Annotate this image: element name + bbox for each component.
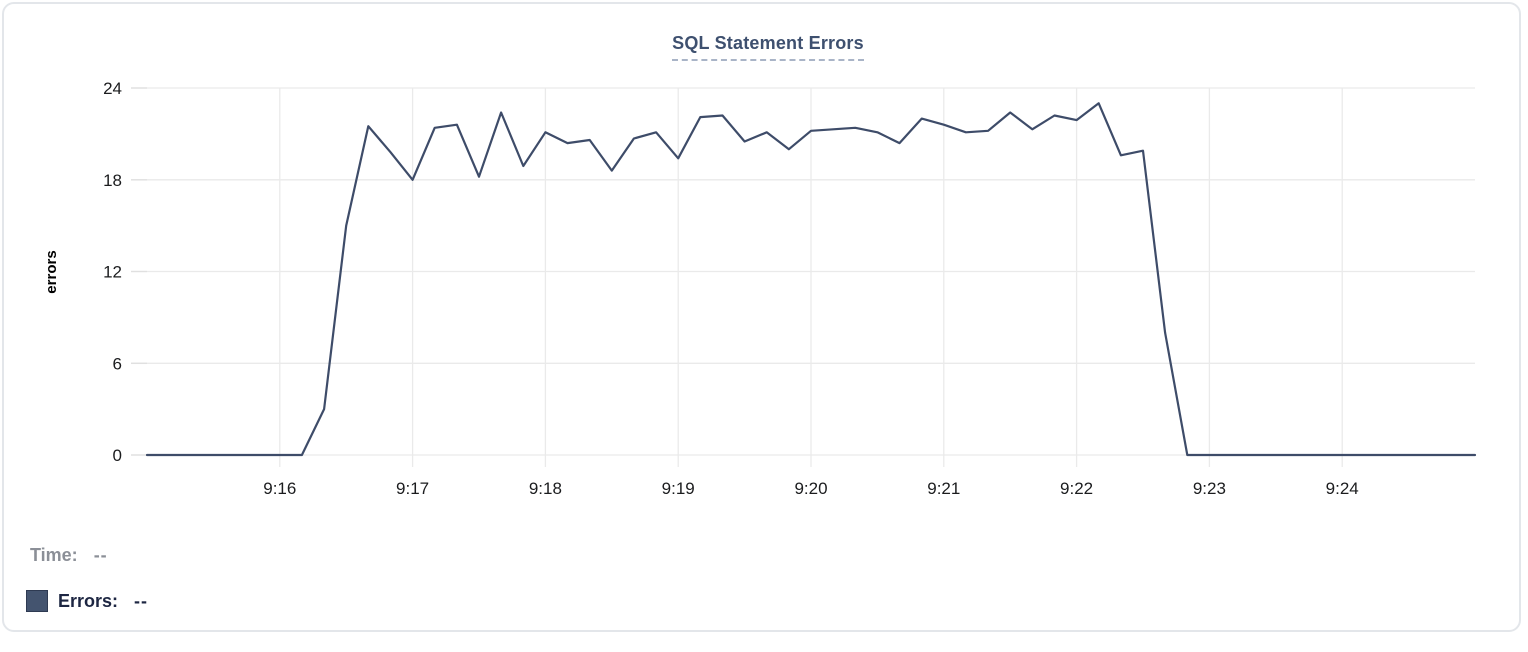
y-tick-label: 12 (103, 263, 122, 282)
x-tick-label: 9:19 (662, 479, 695, 498)
errors-line-series (145, 102, 1477, 457)
legend-errors-label: Errors: (58, 590, 119, 611)
sql-statement-errors-chart[interactable]: 0 6 12 18 24 9:16 9:17 9:18 9:19 9:20 9:21 9:22 9:23… (4, 4, 1528, 516)
y-tick-label: 24 (103, 79, 122, 98)
x-tick-label: 9:23 (1193, 479, 1226, 498)
chart-title[interactable]: SQL Statement Errors (672, 33, 864, 61)
x-tick-label: 9:24 (1326, 479, 1359, 498)
chart-header: SQL Statement Errors (4, 33, 1528, 61)
y-tick-label: 18 (103, 171, 122, 190)
legend-errors-row[interactable]: Errors: -- (26, 590, 148, 612)
legend-time-label: Time: (30, 545, 78, 565)
legend-time-value: -- (93, 545, 108, 565)
y-axis-title: errors (43, 250, 60, 293)
legend-errors-value: -- (134, 590, 149, 611)
chart-card: SQL Statement Errors 0 6 12 18 24 9:16 9:17 9:1… (2, 2, 1521, 632)
y-tick-label: 0 (113, 446, 122, 465)
x-tick-label: 9:22 (1060, 479, 1093, 498)
x-tick-label: 9:20 (794, 479, 827, 498)
x-tick-label: 9:21 (927, 479, 960, 498)
x-tick-label: 9:17 (396, 479, 429, 498)
x-tick-label: 9:18 (529, 479, 562, 498)
legend-time-row: Time: -- (30, 545, 108, 566)
errors-series-swatch[interactable] (26, 590, 48, 612)
y-tick-label: 6 (113, 354, 122, 373)
x-tick-label: 9:16 (263, 479, 296, 498)
